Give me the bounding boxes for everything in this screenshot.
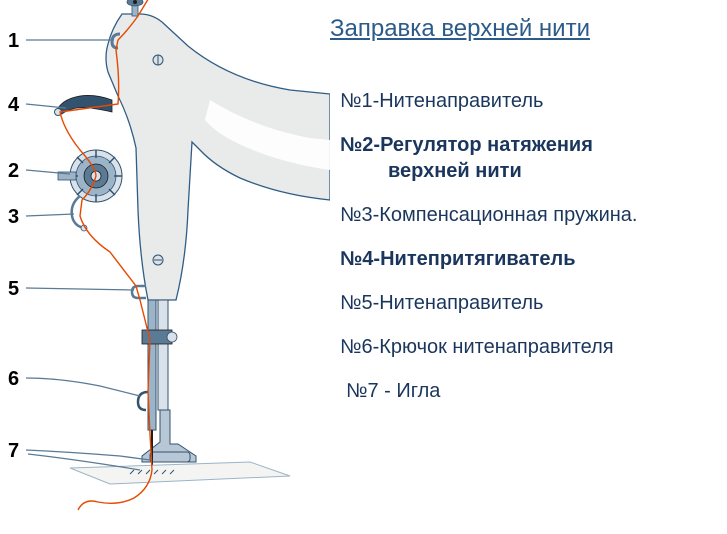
callout-5: 5 — [8, 278, 19, 301]
sewing-machine-diagram: 1 4 2 3 5 6 7 — [0, 0, 330, 529]
parts-list-item: №1-Нитенаправитель — [340, 88, 710, 114]
parts-list-item: №2-Регулятор натяженияверхней нити — [340, 132, 710, 184]
parts-list-item: №4-Нитепритягиватель — [340, 246, 710, 272]
legend-text: Заправка верхней нити №1-Нитенаправитель… — [330, 15, 710, 422]
parts-list-item: №7 - Игла — [346, 378, 710, 404]
callout-1: 1 — [8, 30, 19, 53]
callout-2: 2 — [8, 160, 19, 183]
parts-list-item: №6-Крючок нитенаправителя — [340, 334, 710, 360]
callout-6: 6 — [8, 368, 19, 391]
diagram-title: Заправка верхней нити — [330, 15, 710, 43]
diagram-svg — [0, 0, 330, 529]
throat-plate — [70, 462, 290, 484]
parts-list: №1-Нитенаправитель №2-Регулятор натяжения… — [340, 88, 710, 404]
part-2-tension-regulator — [58, 150, 122, 202]
callout-3: 3 — [8, 206, 19, 229]
part-6-guide-hook — [138, 392, 148, 410]
presser-bar — [158, 300, 168, 410]
callout-7: 7 — [8, 440, 19, 463]
parts-list-item: №3-Компенсационная пружина. — [340, 202, 710, 228]
parts-list-item: №5-Нитенаправитель — [340, 290, 710, 316]
callout-4: 4 — [8, 94, 19, 117]
